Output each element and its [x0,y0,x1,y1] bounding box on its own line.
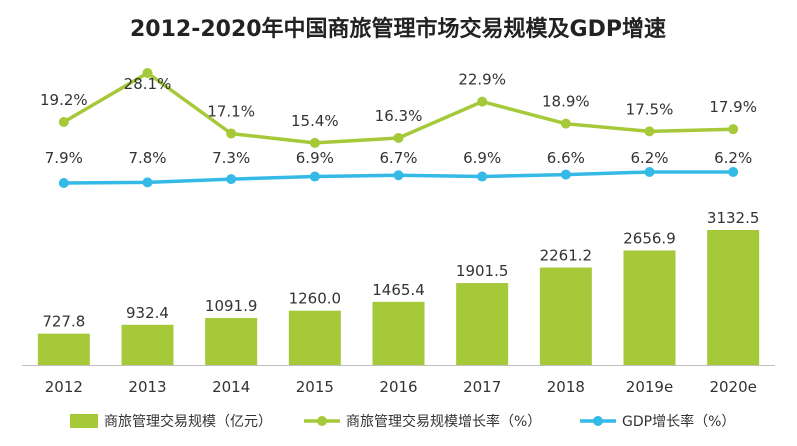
gdp-label-2018: 6.6% [547,149,585,167]
bar-2012 [37,333,90,365]
bar-label-2012: 727.8 [42,313,85,331]
plot-area: 727.8 932.4 1091.9 1260.0 1465.4 1901.5 2261.2… [22,68,775,396]
bar-2015 [288,310,341,365]
x-tick-2019e: 2019e [626,378,673,396]
legend-swatch-bar [70,414,98,428]
gdp-label-2016: 6.7% [379,149,417,167]
growth-point-2017 [477,96,488,107]
growth-point-2013 [142,68,153,78]
growth-point-2018 [560,118,571,129]
gdp-label-2020e: 6.2% [714,149,752,167]
x-tick-2014: 2014 [212,378,250,396]
gdp-point-2015 [309,171,320,182]
growth-label-2012: 19.2% [40,91,88,109]
gdp-label-2012: 7.9% [45,149,83,167]
x-tick-2018: 2018 [547,378,585,396]
growth-point-2019e [644,126,655,137]
x-tick-2017: 2017 [463,378,501,396]
legend-marker-growth [317,416,327,426]
bar-2016 [372,301,425,365]
growth-point-2020e [728,124,739,135]
growth-label-2016: 16.3% [375,107,423,125]
growth-point-2012 [58,117,69,127]
growth-label-2014: 17.1% [207,103,255,121]
growth-label-2020e: 17.9% [709,98,757,116]
bar-2019e [623,250,676,365]
bar-label-2016: 1465.4 [372,281,425,299]
legend: 商旅管理交易规模（亿元） 商旅管理交易规模增长率（%） GDP增长率（%） [70,413,735,430]
legend-label-growth: 商旅管理交易规模增长率（%） [346,413,541,430]
gdp-point-2019e [644,167,655,177]
bar-label-2019e: 2656.9 [623,229,676,247]
growth-label-2018: 18.9% [542,93,590,111]
gdp-point-2014 [226,174,237,185]
growth-label-2017: 22.9% [458,71,506,89]
gdp-label-2019e: 6.2% [630,149,668,167]
legend-label-gdp: GDP增长率（%） [622,413,735,430]
x-tick-2016: 2016 [379,378,417,396]
growth-point-2015 [309,137,320,148]
gdp-point-2017 [477,171,488,182]
legend-label-bar: 商旅管理交易规模（亿元） [104,413,272,430]
bar-2017 [456,283,509,365]
bar-label-2017: 1901.5 [456,262,509,280]
gdp-point-2020e [728,167,739,177]
gdp-label-2013: 7.8% [128,149,166,167]
gdp-point-2013 [142,177,153,188]
bar-label-2015: 1260.0 [289,290,342,308]
growth-label-2015: 15.4% [291,112,339,130]
gdp-label-2014: 7.3% [212,149,250,167]
bar-2013 [121,324,174,365]
chart-title: 2012-2020年中国商旅管理市场交易规模及GDP增速 [130,16,666,42]
x-tick-2012: 2012 [45,378,83,396]
gdp-label-2017: 6.9% [463,149,501,167]
growth-point-2016 [393,132,404,143]
legend-marker-gdp [593,416,603,426]
bar-label-2018: 2261.2 [540,247,593,265]
growth-label-2019e: 17.5% [626,100,674,118]
x-tick-2020e: 2020e [709,378,756,396]
gdp-point-2018 [560,169,571,180]
bar-2020e [707,230,760,365]
gdp-point-2016 [393,170,404,181]
bar-label-2014: 1091.9 [205,297,258,315]
gdp-point-2012 [58,178,69,188]
bar-label-2013: 932.4 [126,304,169,322]
bar-2018 [539,267,592,365]
growth-label-2013: 28.1% [124,75,172,93]
bar-label-2020e: 3132.5 [707,209,760,227]
gdp-label-2015: 6.9% [296,149,334,167]
x-tick-2013: 2013 [128,378,166,396]
bar-2014 [205,317,258,365]
growth-point-2014 [226,128,237,139]
x-tick-2015: 2015 [296,378,334,396]
